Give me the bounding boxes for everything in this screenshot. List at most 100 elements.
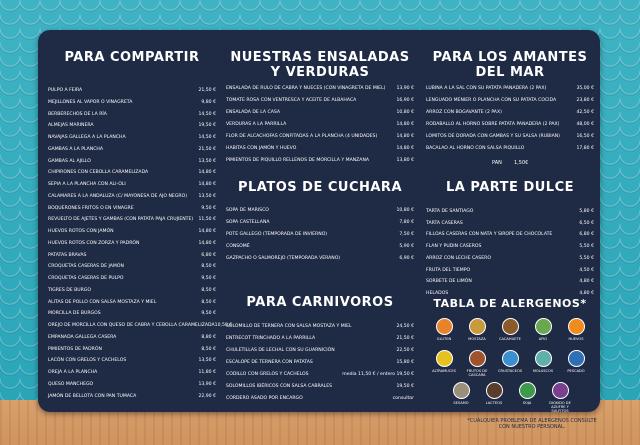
menu-item: SEPIA A LA PLANCHA CON ALI-OLI 14,80 € [48, 182, 216, 188]
bread-label: PAN [492, 160, 502, 166]
section-title: LA PARTE DULCE [445, 180, 575, 195]
item-price: 8,50 € [201, 264, 216, 270]
menu-item: CROQUETAS CASERAS DE JAMÓN 8,50 € [48, 264, 216, 270]
item-name: OREJO DE MORCILLA CON QUESO DE CABRA Y C… [48, 323, 215, 328]
item-name: TARTA DE SANTIAGO [426, 209, 474, 214]
allergen-icon [452, 382, 470, 399]
item-price: consultar [392, 396, 414, 401]
menu-item: LUBINA A LA SAL CON SU PATATA PANADERA (… [426, 86, 594, 92]
item-name: LACÓN CON GRELOS Y CACHELOS [48, 358, 127, 364]
item-name: BOQUERONES FRITOS O EN VINAGRE [48, 205, 134, 211]
menu-item: OREJO DE MORCILLA CON QUESO DE CABRA Y C… [48, 323, 232, 329]
menu-item: NAVAJAS GALLEGA A LA PLANCHA 14,50 € [48, 135, 216, 141]
item-price: 10,80 € [396, 208, 414, 213]
item-price: 5,50 € [579, 244, 594, 250]
menu-item: SOLOMILLO DE TERNERA CON SALSA MOSTAZA Y… [226, 324, 414, 330]
item-price: 13,90 € [198, 381, 216, 387]
item-price: 9,50 € [201, 311, 216, 317]
item-price: 13,90 € [396, 86, 414, 91]
menu-item: QUESO MANCHEGO 13,90 € [48, 382, 216, 388]
item-name: LOMITOS DE DORADA CON GAMBAS Y SU SALSA … [426, 134, 560, 139]
item-name: CHULETILLAS DE LECHAL CON SU GUARNICIÓN [226, 348, 335, 353]
allergen-label: CACAHUETE [499, 337, 521, 341]
item-price: 48,00 € [576, 122, 594, 127]
item-name: TOMATE ROSA CON VENTRESCA Y ACEITE DE AL… [226, 98, 357, 103]
item-name: SOPA CASTELLANA [226, 220, 270, 225]
menu-item: OREJA A LA PLANCHA 11,80 € [48, 370, 216, 376]
menu-item: ENTRECOT TRINCHADO A LA PARRILLA 21,50 € [226, 336, 414, 342]
item-name: LENGUADO MENIER O PLANCHA CON SU PATATA … [426, 98, 557, 103]
allergen-icon [501, 350, 519, 367]
item-name: ENSALADA DE RULO DE CABRA Y NUECES (CON … [226, 86, 386, 91]
item-price: 14,80 € [198, 170, 216, 176]
menu-item: PATATAS BRAVAS 6,80 € [48, 253, 216, 259]
menu-item: SOPA DE MARISCO 10,80 € [226, 208, 414, 214]
item-name: QUESO MANCHEGO [48, 381, 94, 387]
section-title: PARA CARNIVOROS [246, 295, 394, 310]
menu-item: HUEVOS ROTOS CON ZORZA Y PADRÓN 14,80 € [48, 241, 216, 247]
allergen-label: HUEVOS [568, 337, 584, 341]
allergen-icon [567, 350, 585, 367]
allergen-icon [435, 350, 453, 367]
item-name: GAMBAS AL AJILLO [48, 158, 91, 164]
item-price: 5,90 € [399, 244, 414, 249]
menu-item: ARROZ CON LECHE CASERO 5,50 € [426, 256, 594, 262]
menu-item: FILLOAS CASERAS CON NATA Y SIROPE DE CHO… [426, 232, 594, 238]
item-name: ARROZ CON LECHE CASERO [426, 255, 491, 261]
item-name: PIMIENTOS DE PIQUILLO RELLENOS DE MORCIL… [226, 158, 370, 163]
item-price: 10,80 € [396, 110, 414, 115]
allergen-label: ALTRAMUCES [432, 369, 456, 373]
menu-item: HELADOS 4,80 € [426, 291, 594, 297]
item-name: CODILLO CON GRELOS Y CACHELOS [226, 372, 309, 377]
item-price: 13,80 € [396, 158, 414, 163]
menu-item: CALAMARES A LA ANDALUZA (C/ MAYONESA DE … [48, 194, 216, 200]
item-price: 13,50 € [198, 158, 216, 164]
allergen-icon [551, 382, 569, 399]
menu-item: HUEVOS ROTOS CON JAMÓN 14,80 € [48, 229, 216, 235]
item-price: 17,80 € [576, 146, 594, 151]
item-price: 14,50 € [198, 111, 216, 117]
item-name: FLAN Y PUDIN CASEROS [426, 244, 482, 250]
item-price: 16,50 € [576, 134, 594, 139]
item-price: 6,90 € [399, 256, 414, 261]
menu-item: ARROZ CON BOGAVANTE (2 PAX) 42,50 € [426, 110, 594, 116]
item-name: SOLOMILLO DE TERNERA CON SALSA MOSTAZA Y… [226, 324, 352, 329]
item-name: LUBINA A LA SAL CON SU PATATA PANADERA (… [426, 86, 547, 91]
item-name: SOPA DE MARISCO [226, 208, 269, 213]
item-name: FLOR DE ALCACHOFAS CONFITADAS A LA PLANC… [226, 134, 378, 139]
menu-item: ESCALOPE DE TERNERA CON PATATAS 15,80 € [226, 360, 414, 366]
menu-item: PIMIENTOS DE PADRÓN 8,50 € [48, 347, 216, 353]
allergen: APIO [527, 318, 559, 341]
menu-item: ENSALADA DE RULO DE CABRA Y NUECES (CON … [226, 86, 414, 92]
allergen-icon [534, 350, 552, 367]
menu-item: CROQUETAS CASERAS DE PULPO 9,50 € [48, 276, 216, 282]
menu-item: TOMATE ROSA CON VENTRESCA Y ACEITE DE AL… [226, 98, 414, 104]
item-price: 4,80 € [579, 279, 594, 285]
item-name: PULPO A FEIRA [48, 88, 83, 93]
menu-item: REVUELTO DE AJETES Y GAMBAS (CON PATATA … [48, 217, 216, 223]
allergen: SESAMO [445, 382, 477, 405]
menu-item: BERBERECHOS DE LA RÍA 14,50 € [48, 112, 216, 118]
section-title: PLATOS DE CUCHARA [237, 180, 403, 195]
item-name: JAMÓN DE BELLOTA CON PAN TUMACA [48, 393, 137, 399]
allergen: MOSTAZA [461, 318, 493, 341]
menu-item: VERDURAS A LA PARRILLA 14,80 € [226, 122, 414, 128]
item-price: 4,80 € [579, 290, 594, 296]
allergen-label: GLUTEN [436, 337, 452, 341]
item-price: 5,80 € [579, 209, 594, 214]
item-price: 16,90 € [396, 98, 414, 103]
menu-item: MEJILLONES AL VAPOR O VINAGRETA 9,80 € [48, 100, 216, 106]
section-title: NUESTRAS ENSALADAS Y VERDURAS [230, 50, 410, 80]
menu-item: CHIPIRONES CON CEBOLLA CARAMELIZADA 14,80… [48, 170, 216, 176]
menu-item: FLAN Y PUDIN CASEROS 5,50 € [426, 244, 594, 250]
menu-item: CHULETILLAS DE LECHAL CON SU GUARNICIÓN 2… [226, 348, 414, 354]
item-price: 14,80 € [396, 122, 414, 127]
allergen-icon [468, 318, 486, 335]
allergen-label: LACTEOS [485, 401, 503, 405]
menu-item: FRUTA DEL TIEMPO 4,50 € [426, 268, 594, 274]
allergen: HUEVOS [560, 318, 592, 341]
menu-item: PULPO A FEIRA 21,50 € [48, 88, 216, 94]
menu-item: CORDERO ASADO POR ENCARGO consultar [226, 396, 414, 402]
allergen-icon [534, 318, 552, 335]
item-name: ARROZ CON BOGAVANTE (2 PAX) [426, 110, 502, 115]
